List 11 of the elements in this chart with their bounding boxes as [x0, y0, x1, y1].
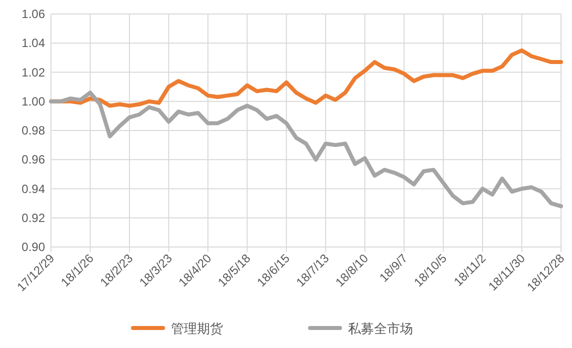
y-tick-label: 1.02 [22, 65, 46, 80]
y-tick-label: 0.92 [22, 210, 46, 225]
y-tick-label: 0.90 [22, 240, 46, 254]
y-tick-label: 1.00 [22, 94, 46, 108]
legend-label: 管理期货 [171, 321, 223, 336]
y-tick-label: 1.04 [22, 36, 46, 50]
legend-label: 私募全市场 [348, 321, 413, 336]
y-tick-label: 0.96 [22, 152, 46, 167]
y-tick-label: 1.06 [22, 7, 46, 21]
y-tick-label: 0.94 [22, 182, 46, 196]
y-tick-label: 0.98 [22, 124, 46, 138]
